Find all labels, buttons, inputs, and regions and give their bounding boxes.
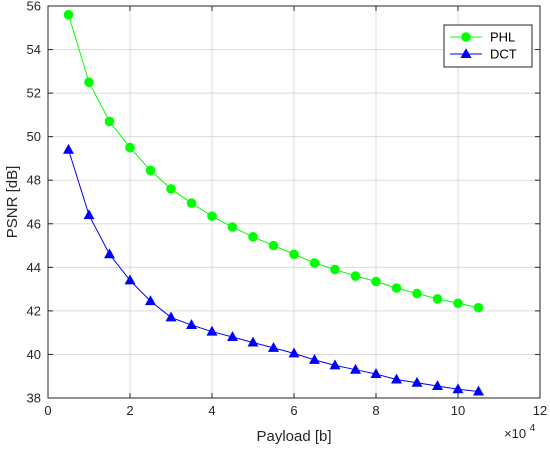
data-point-dct xyxy=(227,331,238,342)
legend-entry-dct: DCT xyxy=(450,47,517,62)
y-tick-label: 46 xyxy=(27,216,41,231)
x-axis-label: Payload [b] xyxy=(256,428,331,445)
data-point-dct xyxy=(350,363,361,374)
x-tick-label: 12 xyxy=(533,403,547,418)
series-dct xyxy=(63,143,484,396)
data-point-dct xyxy=(63,143,74,154)
data-point-phl xyxy=(207,211,217,221)
data-point-dct xyxy=(247,336,259,347)
data-point-dct xyxy=(206,325,218,336)
y-tick-label: 42 xyxy=(27,303,41,318)
y-axis-label: PSNR [dB] xyxy=(4,166,21,239)
data-point-dct xyxy=(411,376,423,387)
y-tick-label: 40 xyxy=(27,347,41,362)
legend: PHL DCT xyxy=(443,24,533,68)
data-point-phl xyxy=(289,249,299,260)
data-point-phl xyxy=(268,240,279,251)
data-point-phl xyxy=(145,165,156,176)
data-point-phl xyxy=(84,77,94,88)
data-point-phl xyxy=(186,198,197,208)
data-point-dct xyxy=(165,311,177,322)
data-point-phl xyxy=(330,264,340,275)
y-tick-label: 38 xyxy=(27,391,41,406)
data-point-phl xyxy=(104,116,115,127)
legend-label: DCT xyxy=(490,47,517,62)
data-point-phl xyxy=(309,258,320,268)
data-point-phl xyxy=(125,142,135,153)
data-point-dct xyxy=(288,347,300,358)
data-point-dct xyxy=(104,248,115,259)
y-tick-label: 52 xyxy=(27,86,41,101)
y-tick-label: 44 xyxy=(27,260,41,275)
data-point-dct xyxy=(124,274,136,285)
data-point-phl xyxy=(453,298,463,309)
data-series xyxy=(63,9,484,396)
data-point-phl xyxy=(63,9,74,20)
series-phl xyxy=(63,9,484,313)
x-tick-label: 8 xyxy=(372,403,379,418)
data-point-dct xyxy=(329,359,341,370)
data-point-phl xyxy=(412,288,422,299)
x-tick-label: 2 xyxy=(126,403,133,418)
x-tick-label: 6 xyxy=(290,403,297,418)
legend-marker xyxy=(461,32,471,42)
x-multiplier-base: ×10 xyxy=(504,426,526,441)
data-point-dct xyxy=(473,385,484,396)
y-tick-label: 56 xyxy=(27,0,41,14)
x-tick-label: 0 xyxy=(44,403,51,418)
legend-box xyxy=(443,24,533,68)
data-point-dct xyxy=(391,373,402,384)
data-point-dct xyxy=(268,342,279,352)
data-point-dct xyxy=(83,209,95,220)
legend-entry-phl: PHL xyxy=(450,30,515,45)
data-point-dct xyxy=(186,319,197,330)
data-point-phl xyxy=(391,283,402,293)
data-point-phl xyxy=(473,302,484,313)
data-point-phl xyxy=(227,222,238,232)
x-tick-label: 4 xyxy=(208,403,215,418)
x-axis-multiplier: ×10 4 xyxy=(504,423,536,441)
y-tick-label: 54 xyxy=(27,42,41,57)
data-point-phl xyxy=(432,294,443,304)
data-point-dct xyxy=(370,368,382,379)
data-point-dct xyxy=(452,383,464,394)
y-tick-label: 48 xyxy=(27,173,41,188)
x-tick-label: 10 xyxy=(451,403,465,418)
y-tick-label: 50 xyxy=(27,129,41,144)
data-point-phl xyxy=(371,276,381,287)
data-point-dct xyxy=(145,295,156,306)
legend-label: PHL xyxy=(490,30,515,45)
data-point-dct xyxy=(432,380,443,391)
data-point-dct xyxy=(309,354,320,364)
legend-marker xyxy=(460,48,472,58)
data-point-phl xyxy=(350,271,361,281)
data-point-phl xyxy=(248,232,258,242)
x-multiplier-exponent: 4 xyxy=(530,423,536,434)
data-point-phl xyxy=(166,184,176,194)
legend-entries: PHL DCT xyxy=(450,30,517,62)
